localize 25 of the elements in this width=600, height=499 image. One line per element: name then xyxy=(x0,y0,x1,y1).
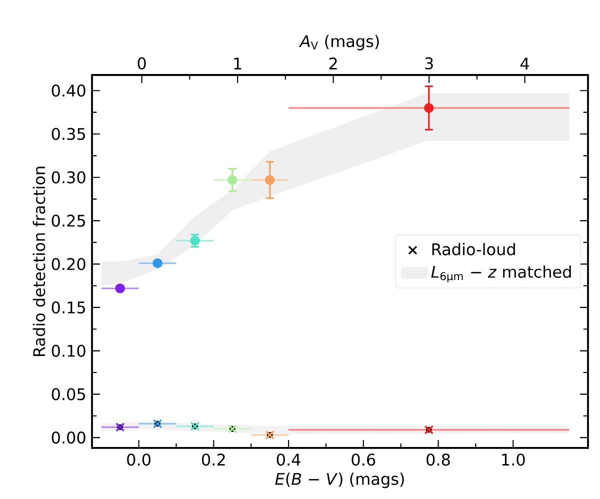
y-tick-label: 0.10 xyxy=(52,344,86,357)
x2-axis-title: A$_{V}$ (mags) xyxy=(298,34,379,50)
y-tick-label: 0.05 xyxy=(52,388,86,400)
y-tick-label: 0.15 xyxy=(52,301,86,314)
y-tick-label: 0.40 xyxy=(52,84,86,97)
x-tick-label: 0.2 xyxy=(202,454,225,466)
y-tick-label: 0.00 xyxy=(52,432,86,444)
y-tick-label: 0.20 xyxy=(52,258,86,270)
x2-tick-label: 1 xyxy=(234,58,242,70)
x2-tick-label: 2 xyxy=(329,58,337,70)
x2-tick-label: 3 xyxy=(425,57,433,70)
x-tick-label: 1.0 xyxy=(502,454,525,466)
x-tick-label: 0.6 xyxy=(352,454,376,466)
y-tick-label: 0.25 xyxy=(52,214,86,227)
y-tick-label: 0.35 xyxy=(52,128,86,140)
x-tick-label: 0.4 xyxy=(276,454,300,466)
y-axis-title: Radio detection fraction xyxy=(32,166,46,356)
x2-tick-label: 4 xyxy=(520,58,529,70)
legend-label: L$_{6µm}$ − z matched xyxy=(431,265,571,282)
x-tick-label: 0.0 xyxy=(127,454,150,466)
x-axis-title: E(B − V) (mags) xyxy=(275,472,404,488)
y-tick-label: 0.30 xyxy=(52,171,86,184)
text: Radio-loud xyxy=(432,242,515,256)
x-tick-label: 0.8 xyxy=(426,454,450,466)
x2-tick-label: 0 xyxy=(138,57,146,70)
